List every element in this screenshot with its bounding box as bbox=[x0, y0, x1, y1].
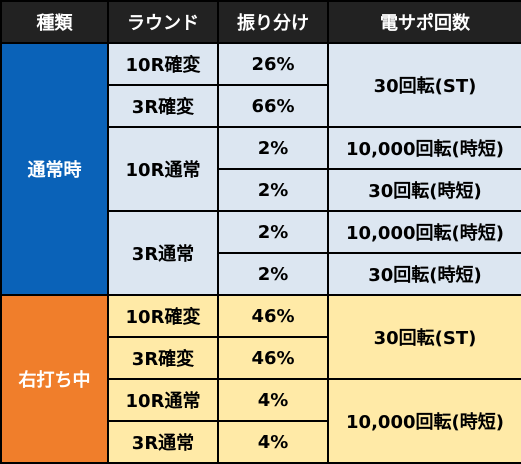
header-distribution: 振り分け bbox=[217, 0, 329, 44]
table-row: 2% 30回転(時短) bbox=[1, 252, 521, 296]
share-cell: 26% bbox=[217, 42, 329, 86]
support-cell: 30回転(時短) bbox=[327, 252, 521, 296]
table-row: 3R確変 46% bbox=[1, 336, 521, 380]
header-type: 種類 bbox=[0, 0, 109, 44]
share-cell: 2% bbox=[217, 252, 329, 296]
header-support-count: 電サポ回数 bbox=[327, 0, 521, 44]
share-cell: 4% bbox=[217, 378, 329, 422]
round-cell: 10R確変 bbox=[107, 294, 219, 338]
support-cell: 10,000回転(時短) bbox=[327, 126, 521, 170]
table-row: 通常時 10R確変 26% 30回転(ST) bbox=[0, 42, 521, 296]
support-cell: 10,000回転(時短) bbox=[327, 210, 521, 254]
share-cell: 46% bbox=[217, 336, 329, 380]
support-cell: 30回転(ST) bbox=[327, 42, 521, 128]
round-cell: 10R確変 bbox=[107, 42, 219, 86]
header-round: ラウンド bbox=[107, 0, 219, 44]
group-label-normal: 通常時 bbox=[0, 42, 109, 296]
header-row: 種類 ラウンド 振り分け 電サポ回数 bbox=[0, 0, 521, 44]
support-cell: 30回転(ST) bbox=[327, 294, 521, 380]
support-cell: 10,000回転(時短) bbox=[327, 378, 521, 464]
share-cell: 2% bbox=[217, 210, 329, 254]
support-cell: 30回転(時短) bbox=[327, 168, 521, 212]
table-row: 2% 30回転(時短) bbox=[1, 168, 521, 212]
round-cell: 3R確変 bbox=[107, 84, 219, 128]
share-cell: 4% bbox=[217, 420, 329, 464]
table-row: 右打ち中 10R確変 46% 30回転(ST) bbox=[0, 294, 521, 464]
share-cell: 66% bbox=[217, 84, 329, 128]
table-row: 10R通常 2% 10,000回転(時短) bbox=[1, 126, 521, 212]
share-cell: 2% bbox=[217, 168, 329, 212]
share-cell: 2% bbox=[217, 126, 329, 170]
table-row: 3R通常 2% 10,000回転(時短) bbox=[1, 210, 521, 296]
round-cell: 3R確変 bbox=[107, 336, 219, 380]
round-cell: 3R通常 bbox=[107, 420, 219, 464]
table-row: 3R確変 66% bbox=[1, 84, 521, 128]
share-cell: 46% bbox=[217, 294, 329, 338]
group-label-right: 右打ち中 bbox=[0, 294, 109, 464]
round-cell: 3R通常 bbox=[107, 210, 219, 296]
round-cell: 10R通常 bbox=[107, 126, 219, 212]
round-cell: 10R通常 bbox=[107, 378, 219, 422]
